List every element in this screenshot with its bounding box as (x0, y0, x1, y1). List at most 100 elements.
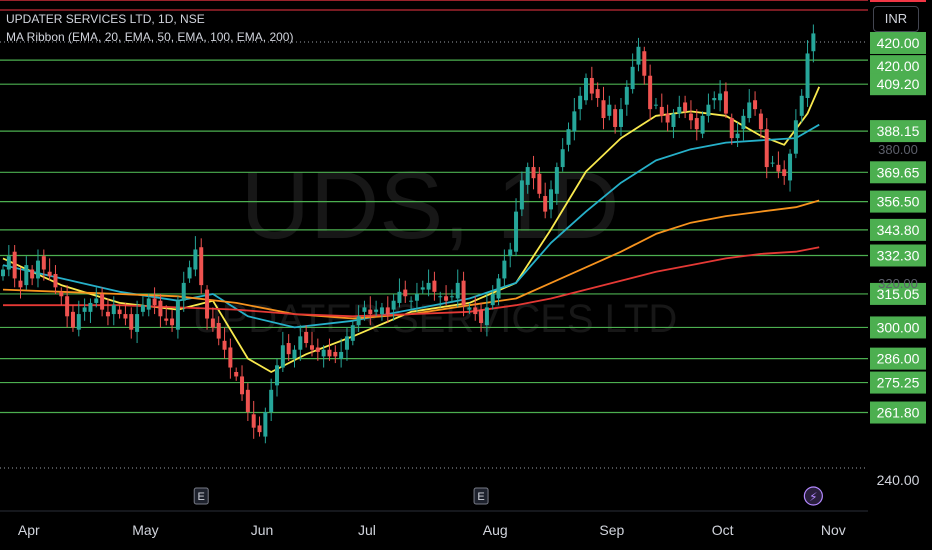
level-price-label: 388.15 (877, 123, 920, 139)
candle-body (30, 269, 35, 279)
candle-body (747, 102, 752, 119)
candle-body (135, 314, 140, 332)
level-price-box (870, 347, 926, 370)
candle-body (170, 318, 175, 326)
candle-body (455, 282, 460, 299)
price-tick-label: 320.00 (878, 276, 918, 291)
candle-body (607, 104, 612, 116)
candle-body (799, 95, 804, 116)
candle-body (811, 33, 816, 52)
candle-body (257, 425, 262, 433)
candle-body (595, 89, 600, 99)
candle-body (94, 298, 99, 303)
candle-body (105, 311, 110, 317)
candle-body (496, 278, 501, 299)
currency-button[interactable]: INR (873, 6, 919, 32)
candle-body (193, 249, 198, 270)
candle-body (753, 100, 758, 110)
indicator-label[interactable]: MA Ribbon (EMA, 20, EMA, 50, EMA, 100, E… (6, 30, 294, 44)
candle-body (251, 414, 256, 428)
candle-body (181, 282, 186, 301)
symbol-title[interactable]: UPDATER SERVICES LTD, 1D, NSE (6, 12, 205, 26)
last-price-label: 420.00 (877, 35, 920, 51)
candle-body (70, 311, 75, 328)
candle-body (479, 309, 484, 323)
level-price-box (870, 190, 926, 213)
candle-body (216, 322, 221, 339)
candle-body (205, 289, 210, 319)
candle-body (584, 77, 588, 101)
candle-body (76, 314, 81, 330)
candle-body (315, 347, 320, 352)
candle-body (280, 345, 285, 368)
candle-body (199, 247, 204, 286)
candle-body (525, 167, 530, 185)
candle-body (53, 273, 58, 288)
level-price-box (870, 73, 926, 96)
level-price-label: 409.20 (877, 76, 920, 92)
candle-body (403, 289, 408, 297)
candle-body (788, 153, 793, 181)
candle-body (653, 104, 658, 106)
candle-body (379, 307, 384, 315)
candle-body (309, 345, 314, 350)
candle-body (484, 307, 489, 326)
level-price-box (870, 161, 926, 184)
candle-body (292, 349, 297, 359)
level-price-label: 420.00 (877, 58, 920, 74)
dividend-marker (803, 486, 823, 506)
level-price-box (870, 282, 926, 305)
candle-body (286, 343, 291, 355)
candle-body (659, 106, 664, 116)
candle-body (362, 307, 367, 312)
candle-body (187, 267, 192, 279)
candle-body (508, 249, 513, 257)
candle-body (770, 162, 775, 164)
candle-body (1, 269, 5, 277)
level-price-box (870, 55, 926, 78)
candle-body (566, 129, 571, 145)
top-level-box (870, 0, 926, 2)
candle-body (368, 309, 373, 315)
candle-body (572, 111, 577, 132)
candle-body (624, 86, 629, 105)
candle-body (228, 347, 233, 368)
level-price-label: 332.30 (877, 247, 920, 263)
candle-body (409, 300, 414, 302)
month-tick-label: Nov (821, 522, 846, 538)
candle-body (514, 211, 519, 252)
candle-body (263, 412, 268, 437)
candle-body (706, 104, 711, 116)
candle-body (700, 115, 705, 134)
candle-body (146, 298, 151, 310)
candle-body (444, 296, 449, 301)
candle-body (723, 91, 728, 114)
candle-body (41, 256, 46, 270)
candle-body (350, 325, 355, 341)
candle-body (298, 336, 303, 350)
candle-body (438, 296, 443, 298)
candle-body (665, 113, 670, 123)
month-tick-label: May (132, 522, 158, 538)
level-price-label: 315.05 (877, 286, 920, 302)
last-price-box (870, 31, 926, 54)
month-tick-label: Jun (251, 522, 274, 538)
candle-body (630, 66, 635, 90)
candle-body (782, 169, 787, 176)
candle-body (589, 77, 594, 94)
candle-body (776, 164, 781, 172)
candle-body (275, 365, 280, 386)
candle-body (47, 271, 52, 277)
level-price-box (870, 401, 926, 424)
candle-body (88, 302, 93, 312)
candle-body (426, 282, 431, 290)
candle-body (111, 305, 116, 315)
level-price-box (870, 316, 926, 339)
month-tick-label: Oct (712, 522, 734, 538)
candle-body (449, 296, 454, 298)
level-price-label: 356.50 (877, 194, 920, 210)
candlesticks (1, 24, 816, 444)
level-price-label: 369.65 (877, 164, 920, 180)
price-tick-label: 240.00 (877, 472, 920, 488)
